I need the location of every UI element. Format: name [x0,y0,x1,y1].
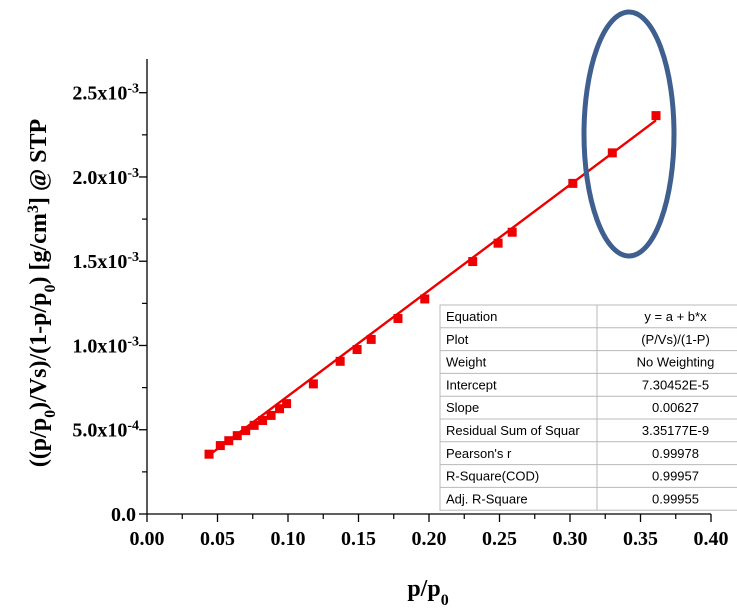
data-point [366,334,376,344]
stats-label: Weight [446,355,487,370]
x-tick-label: 0.00 [130,528,165,550]
stats-value: 7.30452E-5 [642,377,709,392]
data-point [204,449,214,459]
stats-label: Residual Sum of Squar [446,423,580,438]
y-tick-label: 2.5x10-3 [72,81,139,105]
stats-label: Plot [446,332,469,347]
stats-label: Equation [446,309,497,324]
stats-table-frame [439,304,737,511]
data-point [568,178,578,188]
x-tick-label: 0.20 [412,528,447,550]
x-tick-label: 0.25 [482,528,517,550]
data-point [607,148,617,158]
data-point [241,426,251,436]
data-point [308,379,318,389]
stats-value: No Weighting [637,355,715,370]
stats-value: 0.99955 [652,491,699,506]
data-point [282,399,292,409]
data-point [420,294,430,304]
x-tick-label: 0.35 [623,528,658,550]
data-point [352,345,362,355]
stats-label: Adj. R-Square [446,491,528,506]
data-point [468,257,478,267]
x-tick-label: 0.15 [341,528,376,550]
y-tick-label: 0.0 [111,504,136,526]
stats-table: Equation y = a + b*x Plot (P/Vs)/(1-P) Weigh… [439,304,737,511]
data-point [258,415,268,425]
stats-label: Pearson's r [446,446,512,461]
data-point [224,436,234,446]
stats-value: y = a + b*x [644,309,707,324]
data-point [335,356,345,366]
stats-label: Intercept [446,377,497,392]
stats-label: R-Square(COD) [446,469,539,484]
y-tick-label: 2.0x10-3 [72,165,139,189]
data-point [493,238,503,248]
data-points [204,111,661,459]
x-tick-label: 0.40 [694,528,729,550]
data-point [651,111,661,121]
data-point [393,314,403,324]
highlight-ellipse-group [581,9,677,259]
stats-value: (P/Vs)/(1-P) [641,332,710,347]
stats-label: Slope [446,400,479,415]
stats-value: 0.00627 [652,400,699,415]
x-tick-label: 0.10 [271,528,306,550]
data-point [507,227,517,237]
data-point [215,441,225,451]
stats-value: 0.99978 [652,446,699,461]
x-tick-label: 0.05 [200,528,235,550]
data-point [249,420,259,430]
tick-labels: 0.00 0.05 0.10 0.15 0.20 0.25 0.30 0.35 0.40 0.0 5… [72,81,728,550]
ticks [139,92,712,522]
x-axis-title: p/p0 [407,576,448,605]
x-tick-label: 0.30 [553,528,588,550]
stats-value: 3.35177E-9 [642,423,709,438]
y-tick-label: 1.5x10-3 [72,250,139,274]
y-axis-title: ((p/p0)/Vs)/(1-p/p0) [g/cm3] @ STP [25,119,59,467]
stats-value: 0.99957 [652,469,699,484]
data-point [266,410,276,420]
y-tick-label: 1.0x10-3 [72,334,139,358]
highlight-ellipse [581,9,677,259]
data-point [275,404,285,414]
data-point [232,431,242,441]
y-tick-label: 5.0x10-4 [72,418,139,442]
